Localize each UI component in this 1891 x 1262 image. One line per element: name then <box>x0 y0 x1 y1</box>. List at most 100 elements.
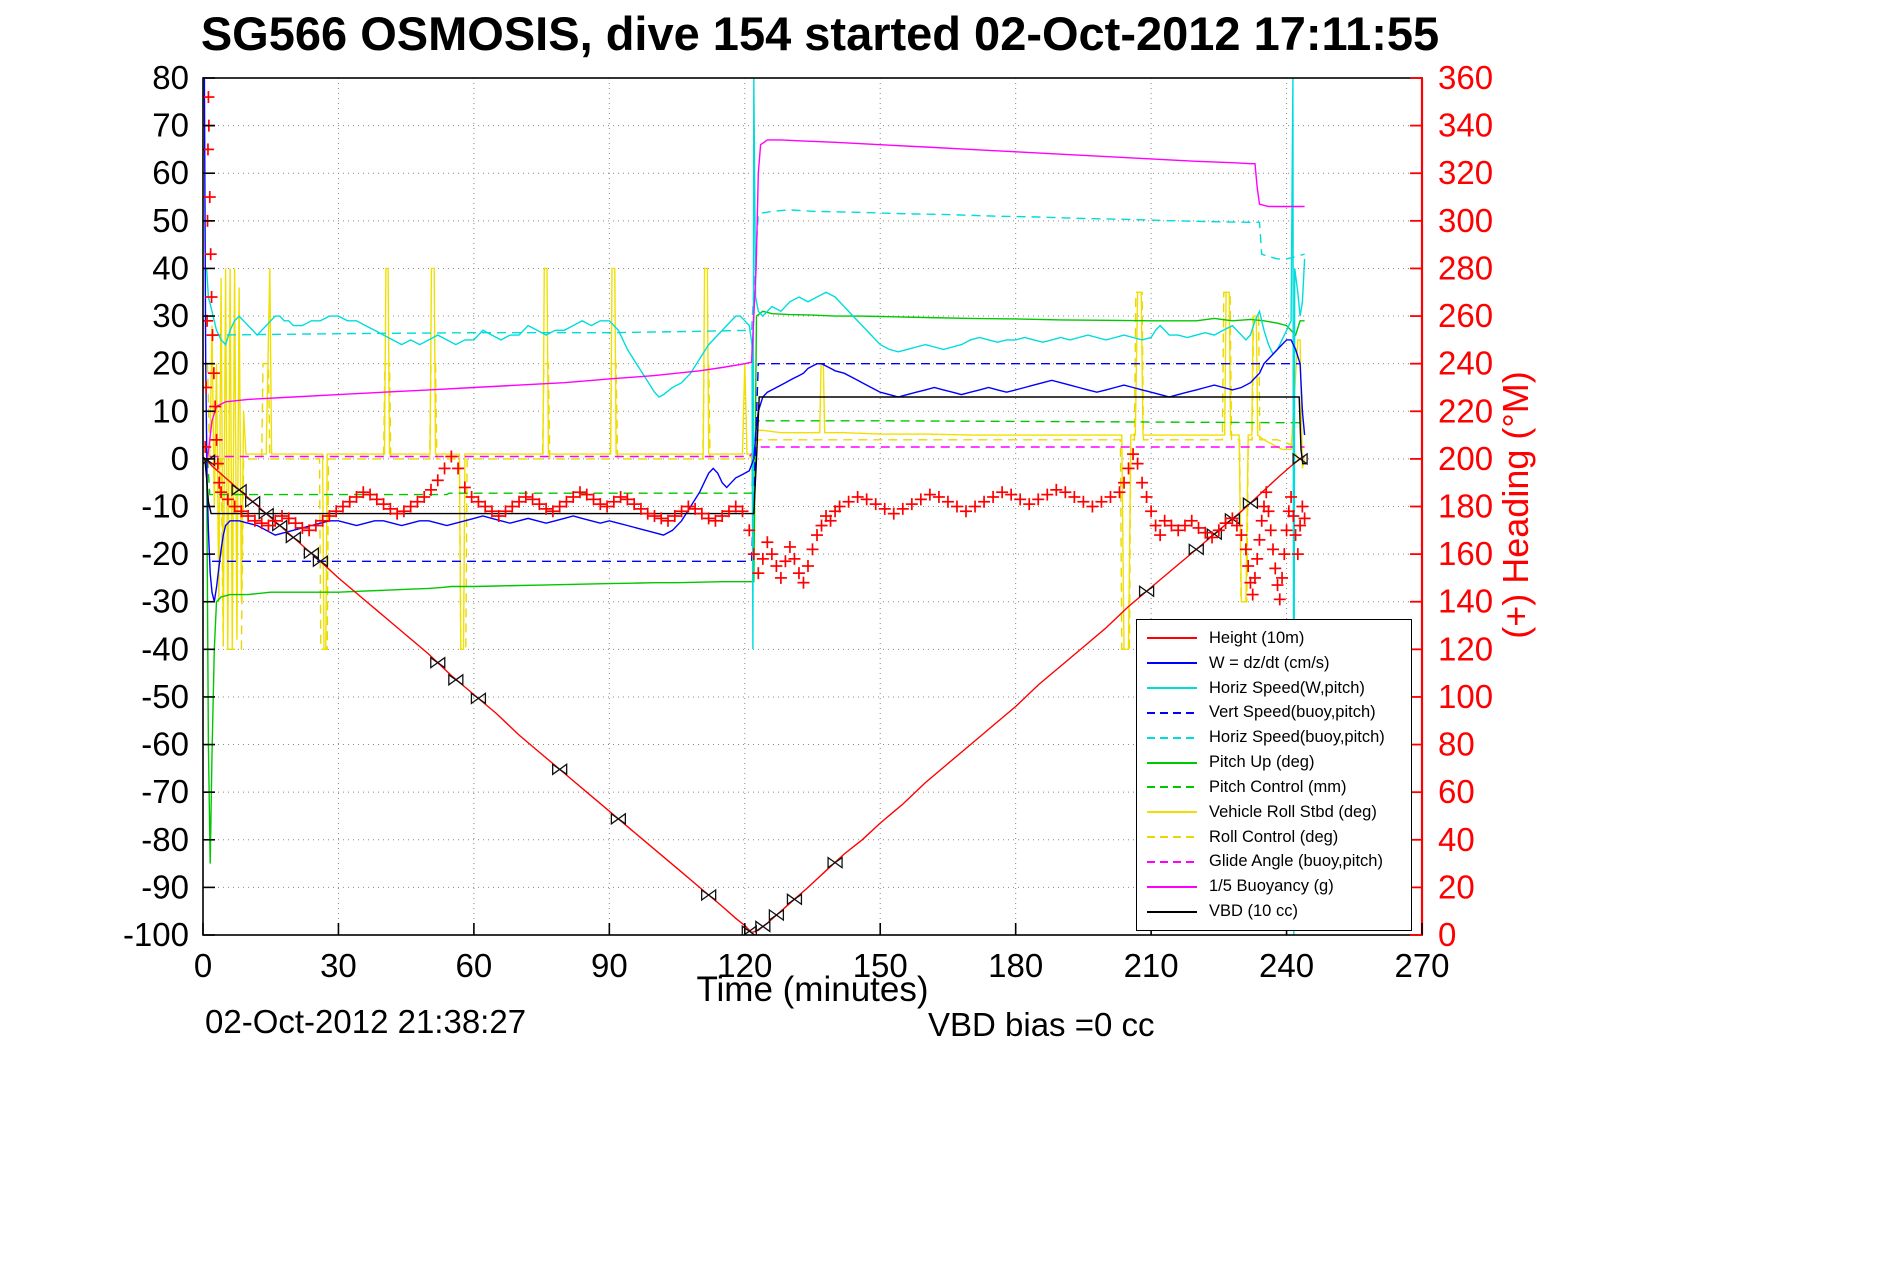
legend-item-label: W = dz/dt (cm/s) <box>1209 653 1330 672</box>
legend-item: Glide Angle (buoy,pitch) <box>1145 851 1411 873</box>
svg-text:70: 70 <box>152 107 189 144</box>
legend-item-label: Roll Control (deg) <box>1209 827 1339 846</box>
right-y-axis-label: (+) Heading (°M) <box>1495 371 1536 639</box>
svg-text:340: 340 <box>1438 107 1493 144</box>
legend-item: 1/5 Buoyancy (g) <box>1145 876 1411 898</box>
footer-vbd-bias: VBD bias =0 cc <box>928 1006 1155 1043</box>
svg-text:280: 280 <box>1438 249 1493 286</box>
legend-line-sample <box>1147 662 1197 665</box>
svg-text:180: 180 <box>988 947 1043 984</box>
legend: Height (10m) W = dz/dt (cm/s) Horiz Speed(… <box>1136 619 1412 931</box>
legend-item-label: 1/5 Buoyancy (g) <box>1209 877 1334 896</box>
legend-item-label: Horiz Speed(buoy,pitch) <box>1209 728 1385 747</box>
series-1-5-buoyancy-g <box>206 139 1305 459</box>
svg-text:-10: -10 <box>141 488 189 525</box>
legend-item-label: Pitch Up (deg) <box>1209 753 1315 772</box>
svg-text:-20: -20 <box>141 535 189 572</box>
svg-text:260: 260 <box>1438 297 1493 334</box>
legend-item: VBD (10 cc) <box>1145 901 1411 923</box>
svg-text:0: 0 <box>194 947 212 984</box>
svg-text:-60: -60 <box>141 726 189 763</box>
svg-text:90: 90 <box>591 947 628 984</box>
legend-item-label: Height (10m) <box>1209 628 1305 647</box>
svg-text:150: 150 <box>853 947 908 984</box>
legend-item-label: Horiz Speed(W,pitch) <box>1209 678 1365 697</box>
legend-line-sample <box>1147 811 1197 814</box>
svg-text:20: 20 <box>152 345 189 382</box>
svg-text:360: 360 <box>1438 59 1493 96</box>
svg-text:-80: -80 <box>141 821 189 858</box>
series-vert-speed-buoy-pitch <box>212 363 1301 562</box>
legend-item: Horiz Speed(W,pitch) <box>1145 677 1411 699</box>
legend-item: Vert Speed(buoy,pitch) <box>1145 702 1411 724</box>
svg-text:240: 240 <box>1259 947 1314 984</box>
x-axis-ticks: 0 30 60 90 120 150 180 210 240 270 <box>194 923 1450 984</box>
svg-text:180: 180 <box>1438 488 1493 525</box>
svg-text:0: 0 <box>171 440 189 477</box>
series-horiz-speed-w-pitch <box>205 78 1306 935</box>
series-group <box>203 78 1311 935</box>
svg-text:120: 120 <box>717 947 772 984</box>
svg-text:30: 30 <box>152 297 189 334</box>
legend-item: Roll Control (deg) <box>1145 826 1411 848</box>
svg-text:-100: -100 <box>123 916 189 953</box>
x-axis-label: Time (minutes) <box>696 970 929 1009</box>
legend-item-label: Vehicle Roll Stbd (deg) <box>1209 802 1377 821</box>
svg-text:120: 120 <box>1438 630 1493 667</box>
svg-text:40: 40 <box>1438 821 1475 858</box>
right-axis-ticks: 3603403203002802602402202001801601401201… <box>1410 59 1493 953</box>
svg-text:30: 30 <box>320 947 357 984</box>
svg-text:220: 220 <box>1438 392 1493 429</box>
svg-text:300: 300 <box>1438 202 1493 239</box>
legend-line-sample <box>1147 786 1197 789</box>
legend-line-sample <box>1147 711 1197 714</box>
svg-text:60: 60 <box>1438 773 1475 810</box>
svg-text:210: 210 <box>1124 947 1179 984</box>
legend-item-label: Glide Angle (buoy,pitch) <box>1209 852 1383 871</box>
series-horiz-speed-buoy-pitch <box>211 209 1305 336</box>
svg-text:20: 20 <box>1438 868 1475 905</box>
legend-line-sample <box>1147 637 1197 640</box>
legend-line-sample <box>1147 885 1197 888</box>
svg-text:100: 100 <box>1438 678 1493 715</box>
svg-text:270: 270 <box>1394 947 1449 984</box>
series-heading-scatter <box>203 91 1311 606</box>
legend-line-sample <box>1147 860 1197 863</box>
svg-text:60: 60 <box>456 947 493 984</box>
svg-text:80: 80 <box>152 59 189 96</box>
svg-text:140: 140 <box>1438 583 1493 620</box>
legend-line-sample <box>1147 687 1197 690</box>
svg-text:80: 80 <box>1438 726 1475 763</box>
series-vbd-10-cc <box>204 396 1307 515</box>
svg-text:0: 0 <box>1438 916 1456 953</box>
legend-item-label: VBD (10 cc) <box>1209 902 1298 921</box>
svg-text:-50: -50 <box>141 678 189 715</box>
svg-text:160: 160 <box>1438 535 1493 572</box>
legend-item-label: Vert Speed(buoy,pitch) <box>1209 703 1376 722</box>
legend-item: Vehicle Roll Stbd (deg) <box>1145 801 1411 823</box>
svg-text:-40: -40 <box>141 630 189 667</box>
svg-text:200: 200 <box>1438 440 1493 477</box>
legend-item: Height (10m) <box>1145 627 1411 649</box>
series-pitch-control-mm <box>206 420 1305 496</box>
series-w-dz-dt-cm-s <box>203 78 1306 602</box>
svg-text:240: 240 <box>1438 345 1493 382</box>
svg-text:320: 320 <box>1438 154 1493 191</box>
chart-title: SG566 OSMOSIS, dive 154 started 02-Oct-2… <box>200 7 1440 60</box>
legend-item: W = dz/dt (cm/s) <box>1145 652 1411 674</box>
svg-text:-90: -90 <box>141 868 189 905</box>
legend-item-label: Pitch Control (mm) <box>1209 777 1347 796</box>
svg-text:10: 10 <box>152 392 189 429</box>
legend-line-sample <box>1147 761 1197 764</box>
svg-text:-30: -30 <box>141 583 189 620</box>
svg-text:60: 60 <box>152 154 189 191</box>
footer-end-timestamp: 02-Oct-2012 21:38:27 <box>205 1003 527 1040</box>
svg-text:50: 50 <box>152 202 189 239</box>
legend-line-sample <box>1147 736 1197 739</box>
legend-item: Pitch Control (mm) <box>1145 776 1411 798</box>
legend-line-sample <box>1147 836 1197 839</box>
legend-line-sample <box>1147 910 1197 913</box>
series-pitch-up-deg <box>205 310 1305 864</box>
